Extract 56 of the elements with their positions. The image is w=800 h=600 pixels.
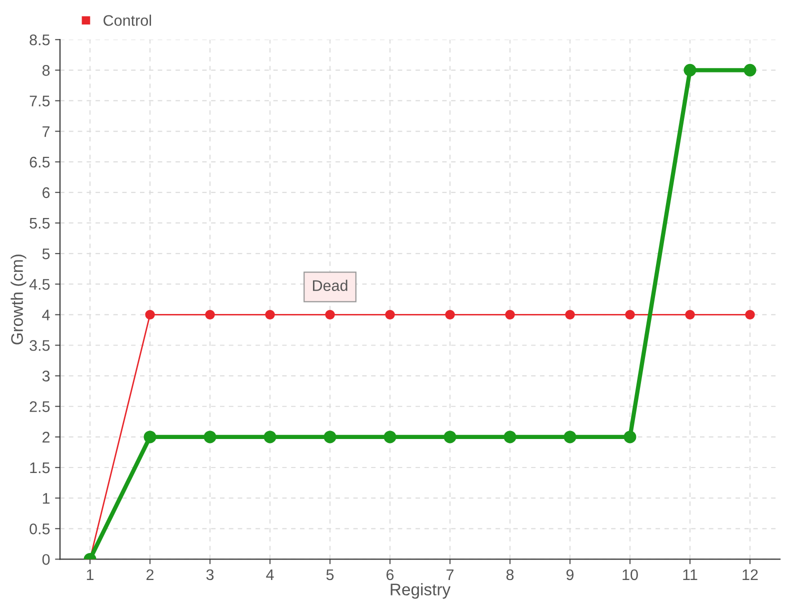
y-tick-label: 5 [42,248,50,260]
y-tick-label: 8 [42,65,50,76]
x-tick-label: 5 [326,569,334,580]
point [145,310,155,320]
point [745,310,755,320]
x-axis-title: Registry [390,583,451,599]
point [505,310,515,320]
x-tick-label: 12 [742,569,758,580]
y-tick-label: 7 [42,126,50,137]
x-tick-label: 4 [266,569,274,580]
point [565,310,575,320]
y-tick-label: 2 [42,432,50,442]
point [504,430,516,444]
legend-label: Control [104,14,152,26]
y-axis-title: Growth (cm) [10,254,26,344]
annotation: Dead [312,280,348,292]
point [144,430,156,444]
point [385,310,395,320]
point [684,64,696,76]
y-tick-label: 3 [42,370,50,382]
point [685,310,695,320]
x-tick-label: 2 [146,569,154,580]
x-tick-label: 7 [446,569,454,580]
point [265,310,275,320]
y-tick-label: 4.5 [29,279,50,290]
y-tick-label: 3.5 [30,340,50,351]
point [325,310,335,320]
point [324,430,336,444]
point [444,430,456,444]
y-tick-label: 7.5 [30,96,50,106]
y-tick-label: 6.5 [30,156,50,168]
point [205,310,215,320]
y-tick-label: 1.5 [30,462,50,474]
x-tick-label: 1 [86,569,94,580]
point [744,64,756,76]
point [624,430,636,444]
point [264,430,276,444]
point [564,430,576,444]
x-tick-label: 11 [683,569,698,580]
y-tick-label: 2.5 [30,401,50,412]
point [204,430,216,444]
x-tick-label: 8 [506,569,514,580]
point [625,310,635,320]
y-tick-label: 1 [42,493,50,504]
x-tick-label: 9 [566,569,574,580]
y-tick-label: 4 [42,310,50,320]
x-tick-label: 10 [622,569,638,580]
y-tick-label: 0 [42,554,50,565]
x-tick-label: 6 [386,569,394,580]
point [384,430,396,444]
y-tick-label: 8.5 [30,34,50,46]
y-tick-label: 6 [42,187,50,198]
y-tick-label: 0.5 [30,524,50,534]
x-tick-label: 3 [206,569,214,580]
y-tick-label: 5.5 [30,218,50,229]
point [445,310,455,320]
